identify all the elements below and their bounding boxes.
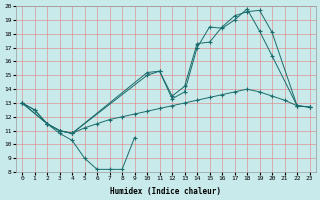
X-axis label: Humidex (Indice chaleur): Humidex (Indice chaleur): [110, 187, 221, 196]
